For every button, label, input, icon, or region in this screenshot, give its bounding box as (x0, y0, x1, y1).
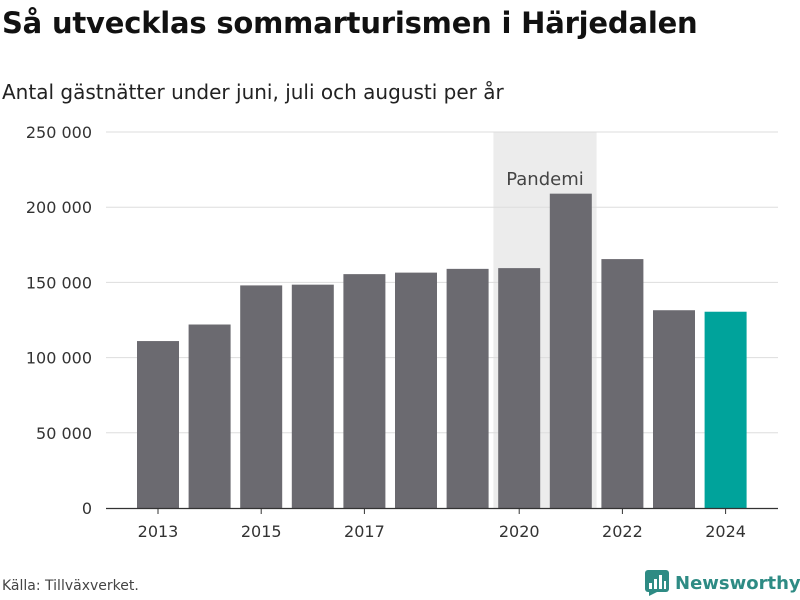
bar-2023 (653, 310, 695, 508)
bar-2016 (291, 284, 334, 508)
source-note: Källa: Tillväxverket. (2, 578, 139, 594)
bar-2015 (240, 285, 283, 508)
y-tick-label: 0 (82, 499, 92, 518)
newsworthy-logo-icon (645, 570, 669, 596)
x-tick-label: 2024 (705, 522, 746, 541)
brand-logo[interactable]: Newsworthy (645, 570, 800, 596)
x-tick-label: 2015 (241, 522, 282, 541)
bar-2021 (549, 193, 592, 508)
x-tick-label: 2022 (602, 522, 643, 541)
bar-2013 (137, 341, 179, 508)
bar-2017 (343, 274, 386, 508)
y-tick-label: 250 000 (26, 123, 92, 142)
brand-name: Newsworthy (675, 572, 800, 594)
bar-2020 (498, 268, 541, 508)
x-tick-label: 2013 (138, 522, 179, 541)
y-tick-label: 50 000 (36, 424, 92, 443)
bar-2014 (188, 324, 231, 508)
pandemic-label: Pandemi (506, 169, 584, 190)
bar-2024 (704, 311, 747, 508)
y-tick-label: 200 000 (26, 198, 92, 217)
x-tick-label: 2020 (499, 522, 540, 541)
bar-2022 (601, 259, 644, 508)
chart-title: Så utvecklas sommarturismen i Härjedalen (2, 6, 698, 40)
chart-subtitle: Antal gästnätter under juni, juli och au… (2, 80, 504, 104)
y-tick-label: 100 000 (26, 349, 92, 368)
y-tick-label: 150 000 (26, 273, 92, 292)
x-tick-label: 2017 (344, 522, 385, 541)
bar-2019 (446, 268, 489, 508)
bar-2018 (395, 272, 437, 508)
